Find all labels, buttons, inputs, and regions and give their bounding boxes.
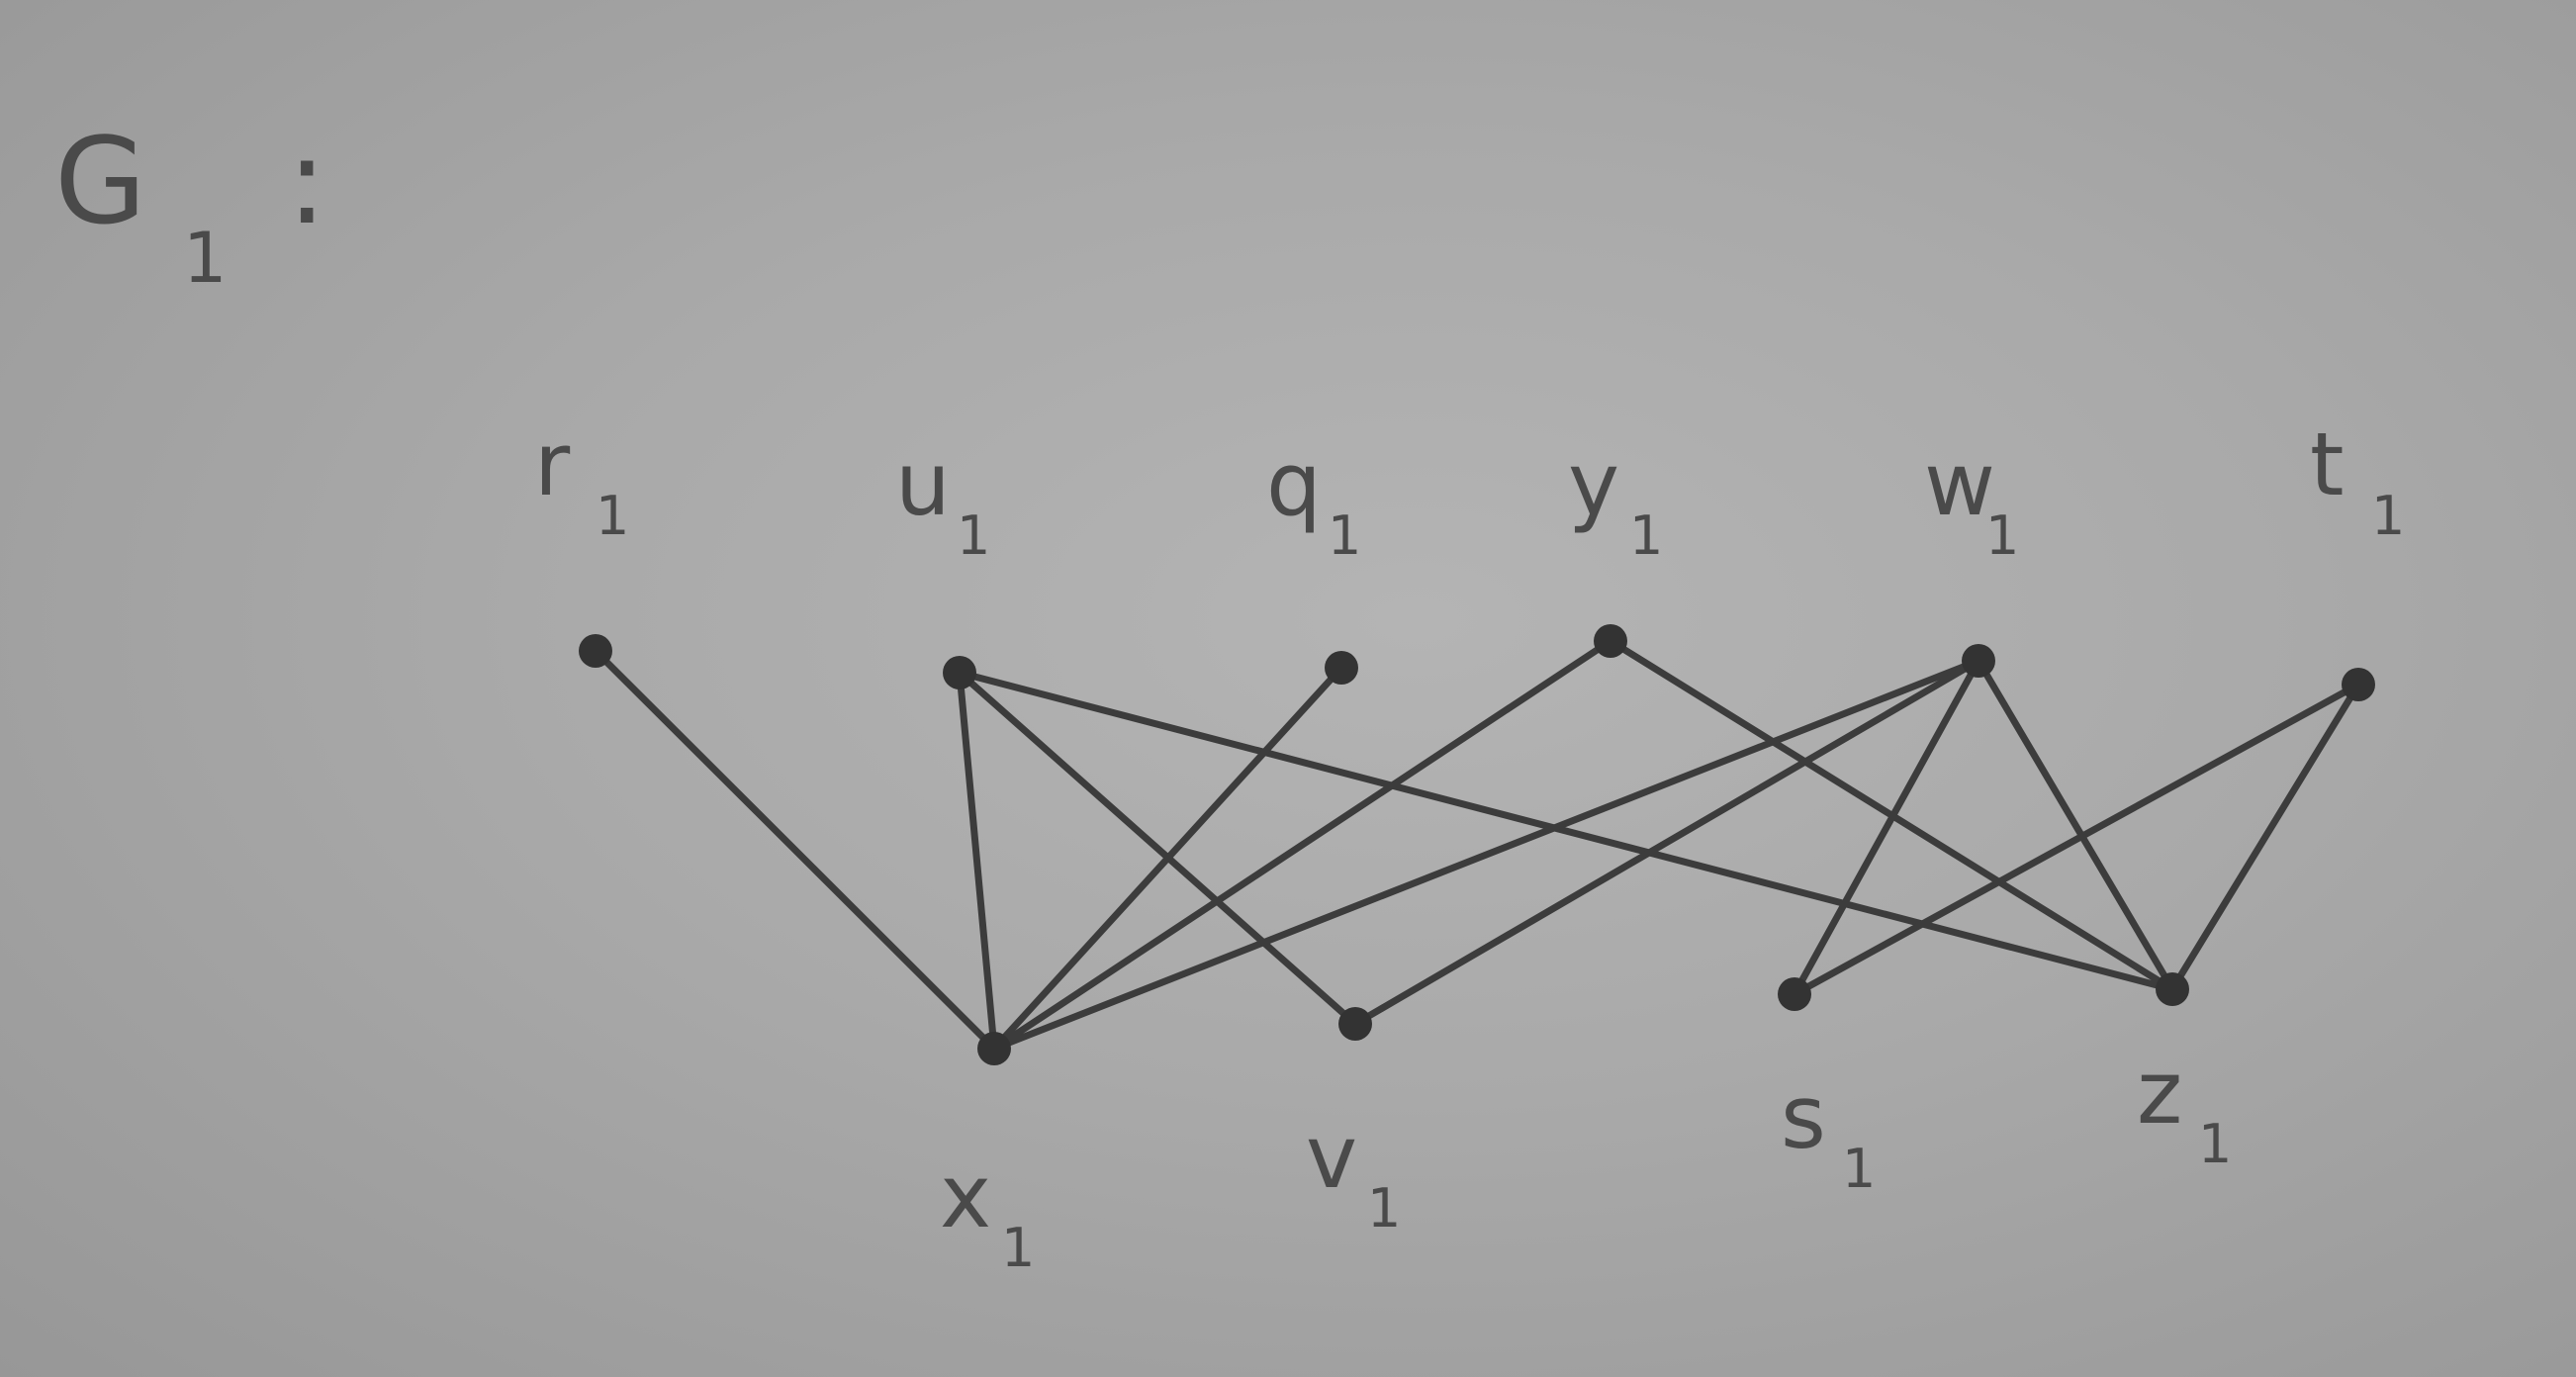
vertex-label-u: u <box>895 433 951 535</box>
vertex-subscript-r: 1 <box>596 485 629 547</box>
vertex-subscript-s: 1 <box>1842 1138 1876 1200</box>
vertex-label-x: x <box>940 1146 991 1247</box>
edge-q-x <box>990 664 1345 1053</box>
graph-title-colon: : <box>287 114 326 251</box>
vertex-subscript-t: 1 <box>2371 485 2405 547</box>
edge-w-s <box>1791 657 1982 998</box>
vertex-subscript-z: 1 <box>2198 1113 2232 1175</box>
vertex-label-q: q <box>1266 433 1322 535</box>
vertex-label-s: s <box>1781 1066 1826 1168</box>
vertex-label-v: v <box>1306 1106 1357 1208</box>
vertex-subscript-u: 1 <box>957 505 990 567</box>
vertex-label-t: t <box>2310 413 2345 515</box>
vertex-label-z: z <box>2137 1042 2182 1144</box>
vertex-s <box>1778 977 1811 1011</box>
edge-r-x <box>592 647 998 1053</box>
edge-u-x <box>956 669 998 1053</box>
vertex-z <box>2156 972 2189 1006</box>
vertex-subscript-y: 1 <box>1629 505 1663 567</box>
vertex-x <box>977 1032 1011 1065</box>
vertex-t <box>2342 668 2375 701</box>
vertex-label-y: y <box>1568 433 1619 535</box>
vertex-subscript-x: 1 <box>1001 1217 1035 1279</box>
vertex-subscript-q: 1 <box>1328 505 1361 567</box>
vertex-r <box>579 634 612 668</box>
vertices-layer <box>579 624 2375 1065</box>
edge-t-z <box>2168 681 2362 993</box>
edge-u-v <box>956 669 1359 1028</box>
graph-title-subscript: 1 <box>183 218 228 299</box>
graph-title: G 1 : <box>54 114 326 299</box>
edge-w-v <box>1351 657 1982 1028</box>
edge-u-z <box>956 669 2176 993</box>
vertex-subscript-w: 1 <box>1985 505 2019 567</box>
vertex-label-r: r <box>534 413 571 515</box>
edge-w-z <box>1975 657 2176 993</box>
edge-w-x <box>990 657 1982 1053</box>
vertex-u <box>943 656 976 689</box>
vertex-q <box>1325 651 1358 685</box>
vertex-subscript-v: 1 <box>1367 1177 1401 1239</box>
edge-t-s <box>1791 681 2362 998</box>
vertex-y <box>1594 624 1627 658</box>
graph-title-name: G <box>54 114 146 251</box>
vertex-v <box>1338 1007 1372 1041</box>
vertex-w <box>1962 644 1995 678</box>
vertex-label-w: w <box>1924 433 1995 535</box>
edges-layer <box>592 637 2362 1053</box>
edge-y-x <box>990 637 1614 1053</box>
